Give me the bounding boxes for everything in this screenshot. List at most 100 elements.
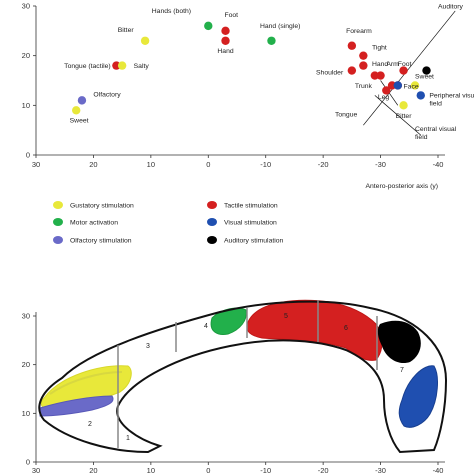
data-point-tactile <box>382 86 391 95</box>
point-label: Bitter <box>396 113 413 120</box>
legend-label-auditory: Auditory stimulation <box>224 238 284 245</box>
legend-swatch-auditory <box>207 236 217 244</box>
legend-label-gustatory: Gustatory stimulation <box>70 203 134 210</box>
point-label: Sweet <box>70 118 89 125</box>
legend-label-olfactory: Olfactory stimulation <box>70 238 132 245</box>
x-tick-label: 0 <box>206 466 210 474</box>
x-tick-label: 30 <box>32 466 40 474</box>
auditory-line <box>363 10 456 126</box>
data-point-gustatory <box>410 81 420 90</box>
data-point-tactile <box>221 36 230 45</box>
point-label: Face <box>404 83 419 90</box>
zone-label-3: 3 <box>146 343 150 350</box>
data-point-tactile <box>221 26 230 36</box>
x-tick-label: -30 <box>375 160 386 169</box>
zone-label-6: 6 <box>344 325 348 332</box>
data-point-motor <box>267 36 276 45</box>
legend-swatch-motor <box>53 218 63 226</box>
point-labels: Bitter Tongue (tactile) Salty Olfactory Swee… <box>64 3 474 141</box>
bottom-ticks: 30 20 10 0 -10 -20 -30 -40 30 20 10 0 <box>22 312 444 474</box>
data-point-gustatory <box>399 101 408 110</box>
point-label: Tongue (tactile) <box>64 63 110 70</box>
structure-outline <box>38 300 448 454</box>
point-label: Tight <box>372 45 387 52</box>
y-tick-label: 30 <box>22 2 30 11</box>
point-label: Tongue <box>335 111 358 118</box>
zone-label-7: 7 <box>400 367 404 374</box>
point-label: Leg <box>378 94 390 101</box>
data-point-tactile <box>347 66 357 75</box>
point-label: Arm <box>386 61 399 68</box>
y-tick-label: 20 <box>22 360 30 369</box>
point-label: Forearm <box>346 28 372 35</box>
data-point-tactile <box>376 71 385 80</box>
legend: Gustatory stimulation Motor activation Olf… <box>53 201 284 245</box>
x-tick-label: 10 <box>147 160 155 169</box>
point-label: Bitter <box>118 27 135 34</box>
x-tick-label: 10 <box>147 466 155 474</box>
zone-label-5: 5 <box>284 313 288 320</box>
region-visual <box>398 365 438 428</box>
region-auditory <box>377 320 421 364</box>
data-point-gustatory <box>117 61 127 70</box>
x-tick-label: -20 <box>318 160 329 169</box>
point-label: field <box>429 100 442 107</box>
x-tick-label: 20 <box>89 160 97 169</box>
point-label: Peripheral visual <box>429 92 474 99</box>
point-label: Foot <box>224 12 238 19</box>
data-point-tactile <box>359 51 368 60</box>
data-point-tactile <box>370 71 380 80</box>
x-tick-label: -40 <box>433 466 444 474</box>
zone-label-4: 4 <box>204 323 208 330</box>
anatomical-diagram: 30 20 10 0 -10 -20 -30 -40 30 20 10 0 <box>22 299 448 474</box>
data-points <box>72 21 431 115</box>
x-axis-title: Antero-posterior axis (y) <box>365 183 438 190</box>
x-tick-label: -20 <box>318 466 329 474</box>
point-label: Sweet <box>415 74 434 81</box>
x-tick-label: -10 <box>260 160 271 169</box>
data-point-gustatory <box>140 36 150 45</box>
x-tick-label: -40 <box>433 160 444 169</box>
x-tick-label: 30 <box>32 160 40 169</box>
legend-label-tactile: Tactile stimulation <box>224 203 278 210</box>
data-point-olfactory <box>77 96 87 105</box>
legend-label-visual: Visual stimulation <box>224 220 277 227</box>
data-point-tactile <box>387 81 397 90</box>
y-tick-label: 10 <box>22 409 30 418</box>
y-tick-label: 10 <box>22 101 30 110</box>
region-olfactory <box>39 395 114 417</box>
data-point-gustatory <box>72 106 81 115</box>
data-point-motor <box>204 21 213 31</box>
point-label: Foot <box>398 61 412 68</box>
data-point-visual <box>393 81 402 90</box>
point-label: field <box>415 134 428 141</box>
y-tick-label: 0 <box>26 151 30 160</box>
data-point-visual <box>416 91 425 100</box>
zone-label-2: 2 <box>88 421 92 428</box>
data-point-tactile <box>359 61 368 70</box>
y-tick-label: 30 <box>22 312 30 321</box>
region-motor <box>210 307 247 335</box>
point-label: Central visual <box>415 126 457 133</box>
data-point-tactile <box>112 61 121 70</box>
point-label: Shoulder <box>316 70 344 77</box>
point-label: Hand <box>217 48 233 55</box>
data-point-tactile <box>399 66 408 75</box>
x-tick-label: 0 <box>206 160 210 169</box>
central-visual-line <box>374 95 422 136</box>
region-tactile <box>246 299 383 361</box>
legend-label-motor: Motor activation <box>70 220 118 227</box>
legend-swatch-visual <box>207 218 217 226</box>
x-tick-label: -10 <box>260 466 271 474</box>
x-tick-label: -30 <box>375 466 386 474</box>
point-label: Auditory <box>438 3 464 10</box>
point-label: Hands (both) <box>152 8 191 15</box>
point-label: Hand <box>372 61 388 68</box>
data-point-tactile <box>347 41 357 50</box>
legend-swatch-olfactory <box>53 236 63 244</box>
point-label: Trunk <box>355 83 373 90</box>
legend-swatch-tactile <box>207 201 217 209</box>
x-tick-label: 20 <box>89 466 97 474</box>
scatter-plot: 30 20 10 0 -10 -20 -30 -40 30 20 10 0 Bitter Tongue … <box>22 2 474 191</box>
